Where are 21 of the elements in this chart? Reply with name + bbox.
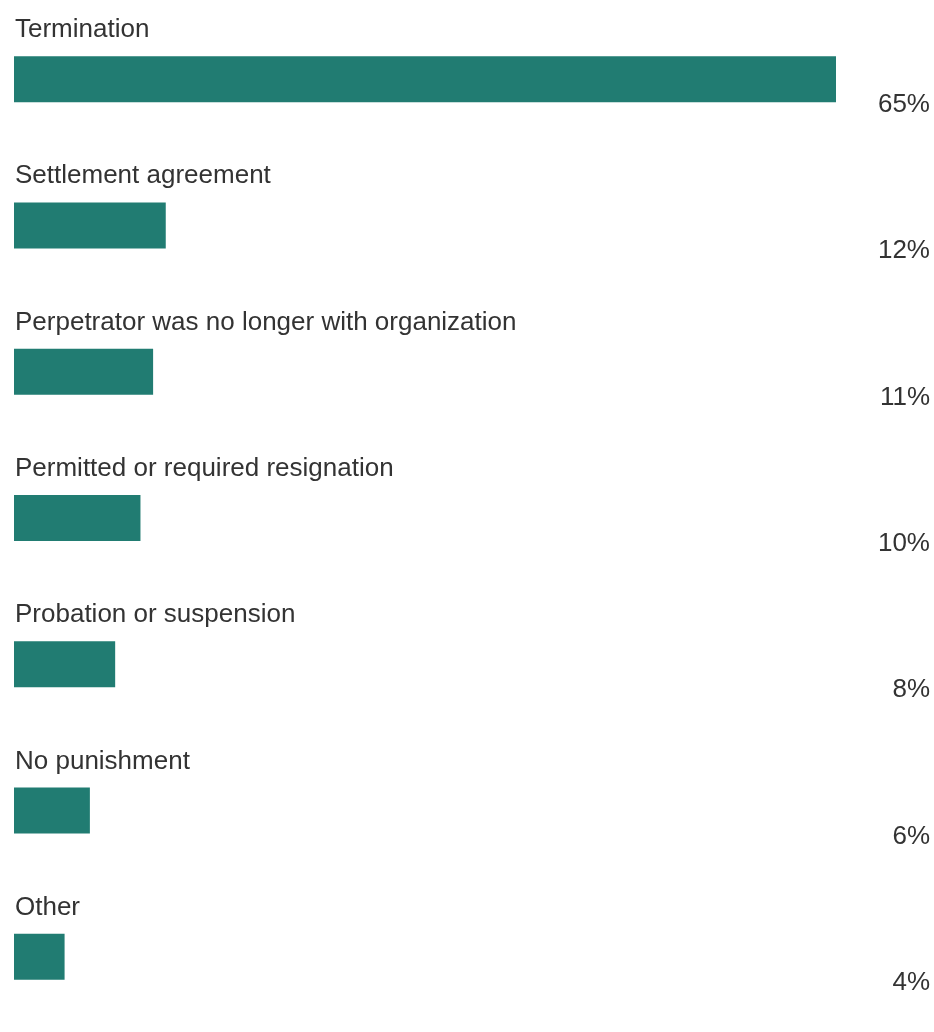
data-label: 4% bbox=[892, 965, 930, 996]
data-label: 11% bbox=[879, 380, 930, 411]
bar bbox=[14, 787, 90, 834]
y-tick-label: Permitted or required resignation bbox=[15, 452, 394, 482]
bar bbox=[14, 641, 116, 688]
y-tick-label: Perpetrator was no longer with organization bbox=[15, 305, 517, 336]
data-label: 8% bbox=[892, 673, 930, 704]
y-tick-label: Termination bbox=[15, 13, 150, 44]
y-tick-label: Settlement agreement bbox=[15, 159, 272, 190]
bar bbox=[14, 933, 65, 980]
y-tick-label: Other bbox=[15, 890, 81, 921]
bar bbox=[14, 348, 154, 395]
bar bbox=[14, 495, 141, 541]
y-tick-label: No punishment bbox=[15, 744, 191, 775]
data-label: 12% bbox=[877, 234, 930, 265]
y-tick-label: Probation or suspension bbox=[15, 598, 296, 629]
bar bbox=[14, 202, 166, 249]
data-label: 6% bbox=[892, 819, 930, 850]
bar bbox=[14, 56, 836, 103]
data-label: 65% bbox=[877, 88, 930, 119]
data-label: 10% bbox=[877, 527, 930, 557]
